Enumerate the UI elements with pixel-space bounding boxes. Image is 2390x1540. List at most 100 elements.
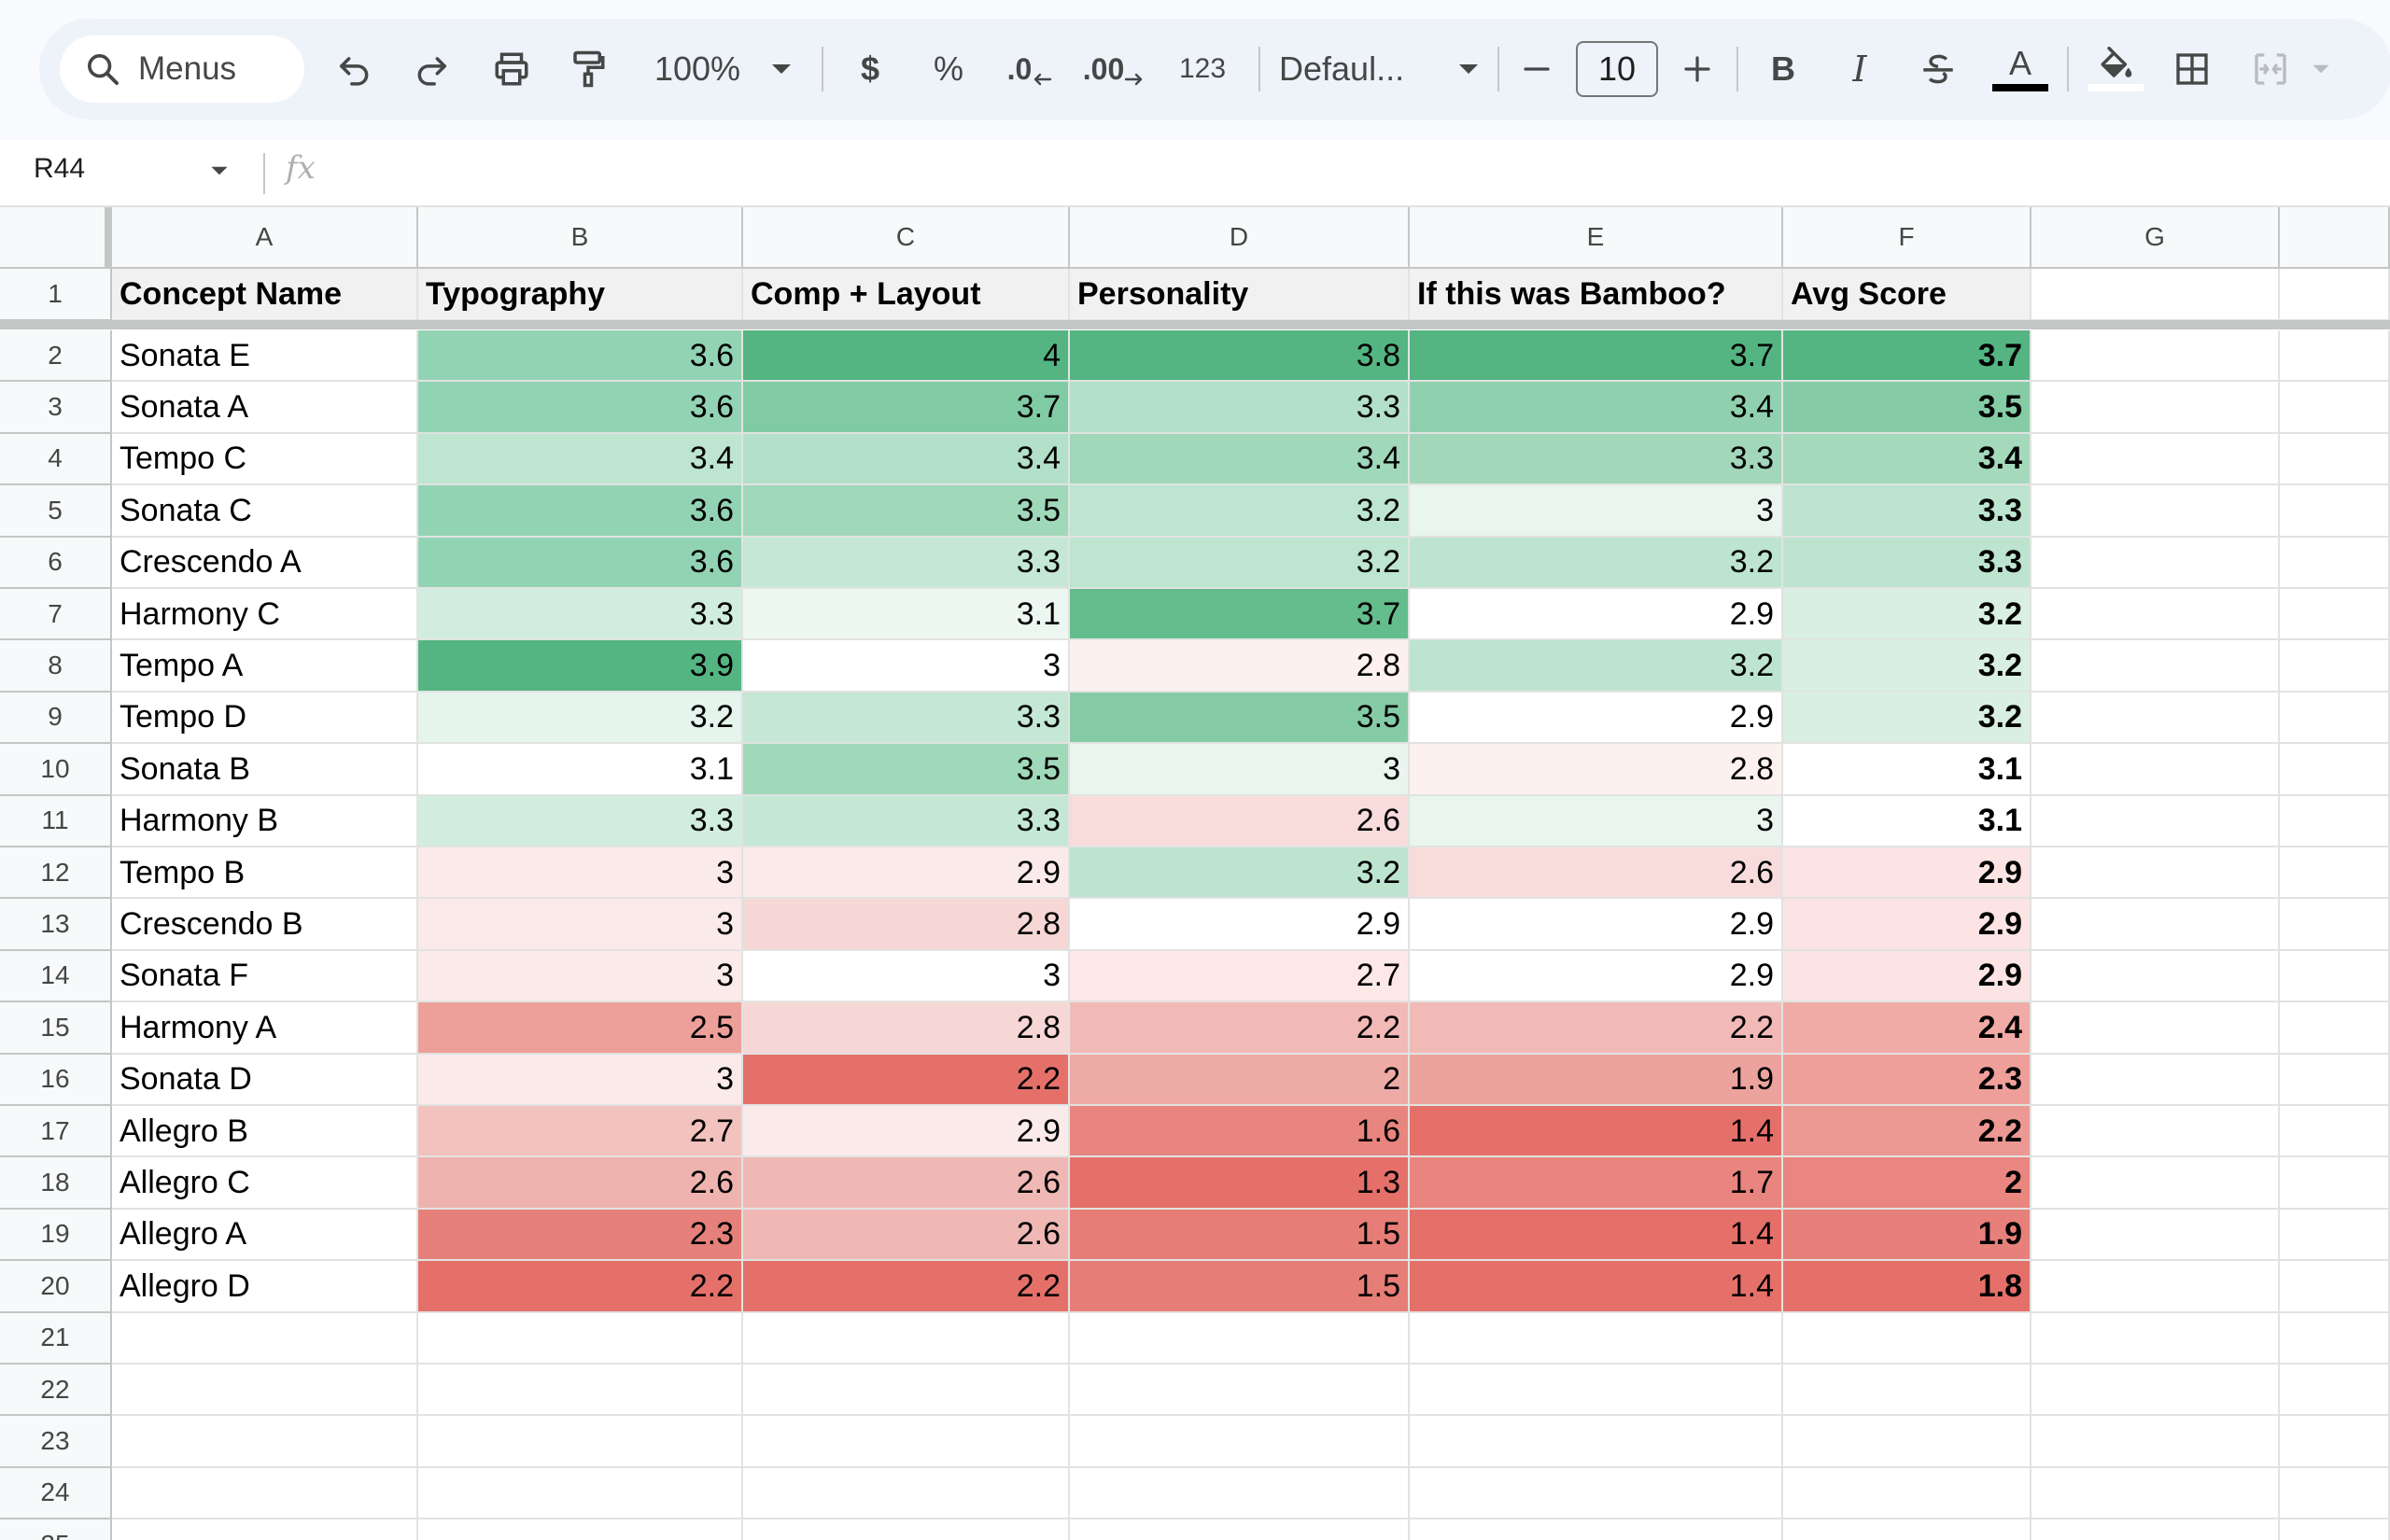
avg-score-cell[interactable]: 3.3 <box>1783 537 2032 589</box>
table-cell[interactable] <box>2280 1312 2390 1365</box>
row-header[interactable]: 8 <box>0 640 112 693</box>
row-header[interactable]: 9 <box>0 692 112 745</box>
table-cell[interactable] <box>2032 1261 2280 1313</box>
column-header[interactable]: G <box>2032 207 2280 269</box>
table-cell[interactable] <box>112 1365 418 1417</box>
italic-button[interactable]: I <box>1830 35 1890 103</box>
concept-name-cell[interactable]: Allegro D <box>112 1261 418 1313</box>
score-cell[interactable]: 3.2 <box>1070 847 1410 900</box>
row-header[interactable]: 3 <box>0 382 112 434</box>
score-cell[interactable]: 2.9 <box>1410 589 1783 641</box>
avg-score-cell[interactable]: 1.9 <box>1783 1209 2032 1262</box>
concept-name-cell[interactable]: Tempo C <box>112 433 418 486</box>
table-cell[interactable] <box>2280 950 2390 1003</box>
table-cell[interactable] <box>743 1519 1070 1540</box>
increase-decimal-button[interactable]: .00 <box>1077 35 1150 103</box>
table-cell[interactable] <box>1410 1416 1783 1468</box>
table-cell[interactable] <box>2032 1054 2280 1106</box>
strikethrough-button[interactable] <box>1908 35 1968 103</box>
fill-color-button[interactable] <box>2082 35 2149 103</box>
avg-score-cell[interactable]: 3.1 <box>1783 744 2032 796</box>
table-cell[interactable] <box>1410 1312 1783 1365</box>
concept-name-cell[interactable]: Sonata E <box>112 330 418 383</box>
score-cell[interactable]: 2.9 <box>1070 899 1410 951</box>
score-cell[interactable]: 3.8 <box>1070 330 1410 383</box>
column-header[interactable]: F <box>1783 207 2032 269</box>
table-cell[interactable] <box>2280 1519 2390 1540</box>
score-cell[interactable]: 3.7 <box>743 382 1070 434</box>
score-cell[interactable]: 2.2 <box>1070 1002 1410 1055</box>
font-size-input[interactable]: 10 <box>1576 41 1658 97</box>
merge-dropdown-button[interactable] <box>2302 35 2340 103</box>
table-cell[interactable] <box>2280 1416 2390 1468</box>
score-cell[interactable]: 3.3 <box>418 795 743 847</box>
score-cell[interactable]: 3.6 <box>418 485 743 538</box>
score-cell[interactable]: 2.6 <box>1410 847 1783 900</box>
column-title-cell[interactable]: If this was Bamboo? <box>1410 269 1783 321</box>
table-cell[interactable] <box>2032 382 2280 434</box>
score-cell[interactable]: 2.6 <box>1070 795 1410 847</box>
currency-format-button[interactable]: $ <box>842 35 898 103</box>
table-cell[interactable] <box>112 1312 418 1365</box>
percent-format-button[interactable]: % <box>921 35 977 103</box>
table-cell[interactable] <box>2032 537 2280 589</box>
table-cell[interactable] <box>2032 269 2280 321</box>
avg-score-cell[interactable]: 1.8 <box>1783 1261 2032 1313</box>
score-cell[interactable]: 3.2 <box>1070 537 1410 589</box>
avg-score-cell[interactable]: 3.3 <box>1783 485 2032 538</box>
score-cell[interactable]: 3.6 <box>418 537 743 589</box>
score-cell[interactable]: 2.6 <box>418 1157 743 1210</box>
concept-name-cell[interactable]: Allegro B <box>112 1106 418 1158</box>
table-cell[interactable] <box>1070 1467 1410 1520</box>
concept-name-cell[interactable]: Sonata A <box>112 382 418 434</box>
table-cell[interactable] <box>1410 1519 1783 1540</box>
column-title-cell[interactable]: Avg Score <box>1783 269 2032 321</box>
score-cell[interactable]: 4 <box>743 330 1070 383</box>
table-cell[interactable] <box>2280 330 2390 383</box>
score-cell[interactable]: 2.8 <box>743 899 1070 951</box>
score-cell[interactable]: 3 <box>418 1054 743 1106</box>
table-cell[interactable] <box>2032 744 2280 796</box>
table-cell[interactable] <box>2032 1467 2280 1520</box>
table-cell[interactable] <box>2032 1365 2280 1417</box>
concept-name-cell[interactable]: Tempo B <box>112 847 418 900</box>
concept-name-cell[interactable]: Harmony B <box>112 795 418 847</box>
score-cell[interactable]: 1.5 <box>1070 1261 1410 1313</box>
column-title-cell[interactable]: Comp + Layout <box>743 269 1070 321</box>
table-cell[interactable] <box>2032 795 2280 847</box>
formula-input[interactable] <box>345 155 2353 192</box>
menus-search-button[interactable]: Menus <box>60 35 304 103</box>
row-header[interactable]: 24 <box>0 1467 112 1520</box>
font-family-dropdown-button[interactable] <box>1445 35 1492 103</box>
score-cell[interactable]: 3.5 <box>743 744 1070 796</box>
score-cell[interactable]: 3.2 <box>1070 485 1410 538</box>
column-header[interactable] <box>2280 207 2390 269</box>
avg-score-cell[interactable]: 3.5 <box>1783 382 2032 434</box>
score-cell[interactable]: 3.6 <box>418 382 743 434</box>
score-cell[interactable]: 3 <box>1070 744 1410 796</box>
table-cell[interactable] <box>1783 1467 2032 1520</box>
decrease-decimal-button[interactable]: .0 <box>997 35 1062 103</box>
table-cell[interactable] <box>2280 537 2390 589</box>
table-cell[interactable] <box>2032 589 2280 641</box>
score-cell[interactable]: 3 <box>1410 795 1783 847</box>
table-cell[interactable] <box>2280 589 2390 641</box>
merge-cells-button[interactable] <box>2241 35 2300 103</box>
table-cell[interactable] <box>418 1467 743 1520</box>
table-cell[interactable] <box>2032 1209 2280 1262</box>
score-cell[interactable]: 2.8 <box>743 1002 1070 1055</box>
score-cell[interactable]: 3.3 <box>1410 433 1783 486</box>
row-header[interactable]: 5 <box>0 485 112 538</box>
concept-name-cell[interactable]: Allegro A <box>112 1209 418 1262</box>
print-button[interactable] <box>482 35 541 103</box>
concept-name-cell[interactable]: Crescendo B <box>112 899 418 951</box>
score-cell[interactable]: 3.7 <box>1410 330 1783 383</box>
borders-button[interactable] <box>2162 35 2222 103</box>
row-header[interactable]: 4 <box>0 433 112 486</box>
table-cell[interactable] <box>1070 1519 1410 1540</box>
table-cell[interactable] <box>2032 1519 2280 1540</box>
score-cell[interactable]: 3.4 <box>743 433 1070 486</box>
score-cell[interactable]: 2.7 <box>418 1106 743 1158</box>
avg-score-cell[interactable]: 3.2 <box>1783 589 2032 641</box>
score-cell[interactable]: 2.7 <box>1070 950 1410 1003</box>
